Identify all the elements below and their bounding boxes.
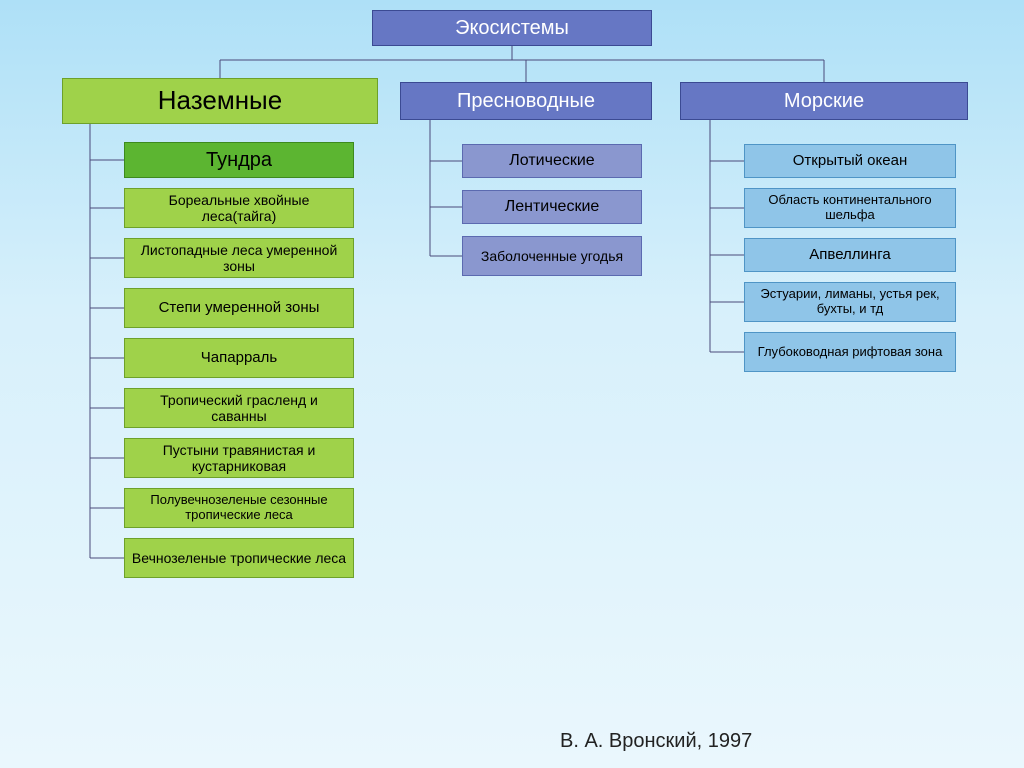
branch-0-item-7: Полувечнозеленые сезонные тропические ле… [124, 488, 354, 528]
branch-header-0: Наземные [62, 78, 378, 124]
branch-0-item-6: Пустыни травянистая и кустарниковая [124, 438, 354, 478]
branch-0-item-8: Вечнозеленые тропические леса [124, 538, 354, 578]
credit-text: В. А. Вронский, 1997 [560, 730, 752, 753]
branch-2-item-0: Открытый океан [744, 144, 956, 178]
branch-2-item-2: Апвеллинга [744, 238, 956, 272]
branch-2-item-1: Область континентального шельфа [744, 188, 956, 228]
branch-1-item-1: Лентические [462, 190, 642, 224]
branch-1-item-0: Лотические [462, 144, 642, 178]
branch-header-1: Пресноводные [400, 82, 652, 120]
branch-0-item-3: Степи умеренной зоны [124, 288, 354, 328]
branch-0-item-5: Тропический грасленд и саванны [124, 388, 354, 428]
root-box: Экосистемы [372, 10, 652, 46]
branch-0-item-4: Чапарраль [124, 338, 354, 378]
branch-header-2: Морские [680, 82, 968, 120]
branch-0-item-2: Листопадные леса умеренной зоны [124, 238, 354, 278]
branch-1-item-2: Заболоченные угодья [462, 236, 642, 276]
branch-0-item-0: Тундра [124, 142, 354, 178]
branch-0-item-1: Бореальные хвойные леса(тайга) [124, 188, 354, 228]
branch-2-item-4: Глубоководная рифтовая зона [744, 332, 956, 372]
branch-2-item-3: Эстуарии, лиманы, устья рек, бухты, и тд [744, 282, 956, 322]
